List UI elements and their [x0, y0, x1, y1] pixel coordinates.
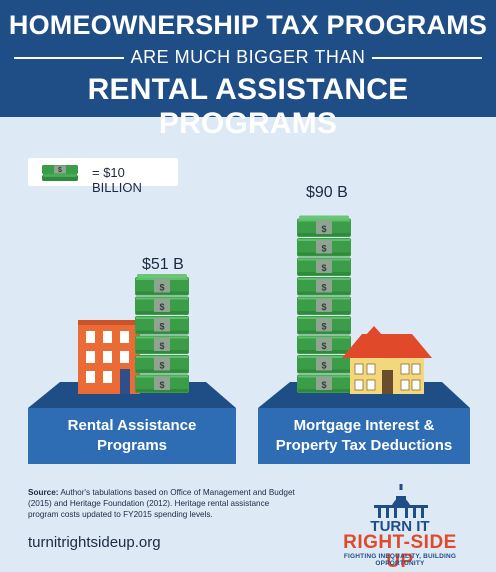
svg-text:$: $ — [321, 302, 326, 312]
money-bill-1-5: $ — [297, 277, 351, 296]
value-label-rental: $51 B — [142, 256, 184, 273]
svg-text:$: $ — [321, 244, 326, 254]
svg-text:$: $ — [321, 322, 326, 332]
category-label-mortgage: Mortgage Interest & Property Tax Deducti… — [258, 408, 470, 464]
money-bill-1-2: $ — [297, 335, 351, 354]
apartment-building-icon — [78, 320, 140, 394]
money-stack-mortgage: $ $ $ $ $ $ $ $ $ — [297, 215, 351, 393]
category-label-mortgage-line1: Mortgage Interest & — [293, 417, 435, 434]
svg-text:$: $ — [159, 341, 164, 351]
legend-text: = $10 BILLION — [92, 165, 142, 195]
headline-top: HOMEOWNERSHIP TAX PROGRAMS — [8, 10, 488, 40]
divider-left — [14, 57, 124, 59]
money-bill-0-4: $ — [135, 296, 189, 315]
money-bill-1-8: $ — [297, 218, 351, 237]
svg-text:$: $ — [159, 380, 164, 390]
house-icon — [342, 326, 432, 394]
brand-tagline: FIGHTING INEQUALITY, BUILDING OPPORTUNIT… — [343, 553, 457, 567]
money-bill-1-7: $ — [297, 238, 351, 257]
value-label-mortgage: $90 B — [306, 184, 348, 201]
money-stack-rental: $ $ $ $ $ $ — [135, 274, 189, 393]
money-stack-top-1 — [299, 215, 349, 220]
headline-bottom: RENTAL ASSISTANCE PROGRAMS — [87, 73, 409, 140]
headline-middle: ARE MUCH BIGGER THAN — [130, 47, 366, 67]
money-bill-1-3: $ — [297, 316, 351, 335]
capitol-icon — [374, 484, 428, 518]
category-label-rental-line1: Rental Assistance — [67, 417, 197, 434]
svg-text:$: $ — [321, 380, 326, 390]
divider-right — [372, 57, 482, 59]
legend: $ = $10 BILLION — [28, 158, 178, 195]
money-bill-1-6: $ — [297, 257, 351, 276]
source-label: Source: — [28, 488, 59, 497]
svg-text:$: $ — [321, 283, 326, 293]
svg-text:$: $ — [159, 361, 164, 371]
headline-middle-row: ARE MUCH BIGGER THAN — [0, 46, 496, 70]
money-bill-1-1: $ — [297, 355, 351, 374]
svg-text:$: $ — [321, 361, 326, 371]
svg-text:$: $ — [159, 302, 164, 312]
money-bill-1-0: $ — [297, 374, 351, 393]
svg-text:$: $ — [321, 224, 326, 234]
brand-line1: TURN IT — [370, 518, 430, 535]
money-bill-0-0: $ — [135, 374, 189, 393]
svg-text:$: $ — [159, 283, 164, 293]
money-bill-0-2: $ — [135, 335, 189, 354]
money-bill-0-5: $ — [135, 277, 189, 296]
header-banner: HOMEOWNERSHIP TAX PROGRAMS ARE MUCH BIGG… — [0, 0, 496, 140]
category-label-rental-line2: Programs — [96, 437, 168, 454]
source-text: Author's tabulations based on Office of … — [28, 488, 295, 519]
source-note: Source: Author's tabulations based on Of… — [28, 487, 298, 520]
category-label-mortgage-line2: Property Tax Deductions — [275, 437, 453, 454]
svg-text:$: $ — [321, 263, 326, 273]
money-bill-1-4: $ — [297, 296, 351, 315]
money-bill-0-3: $ — [135, 316, 189, 335]
website-link[interactable]: turnitrightsideup.org — [28, 534, 161, 551]
svg-text:$: $ — [159, 322, 164, 332]
money-stack-top-0 — [137, 274, 187, 278]
category-label-rental: Rental Assistance Programs — [28, 408, 236, 464]
svg-text:$: $ — [58, 167, 62, 174]
brand-line2: RIGHT-SIDE UP — [343, 532, 457, 572]
svg-text:$: $ — [321, 341, 326, 351]
money-bill-0-1: $ — [135, 355, 189, 374]
money-stack-icon: $ — [42, 165, 78, 181]
